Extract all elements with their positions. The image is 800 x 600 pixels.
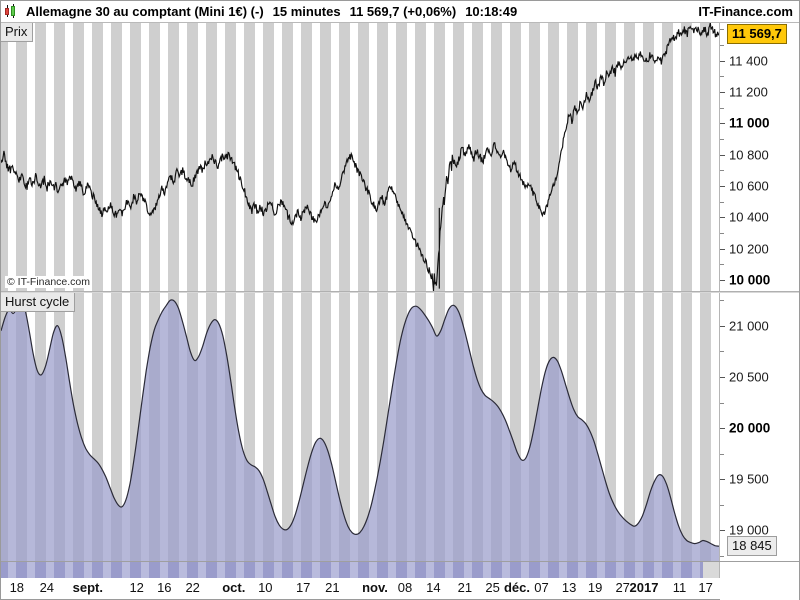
- axis-label: 10 800: [729, 147, 769, 163]
- session-bands: [1, 23, 719, 291]
- date-axis-label: 21: [457, 580, 473, 595]
- axis-label: 10 200: [729, 241, 769, 257]
- date-axis-label: 12: [129, 580, 144, 595]
- price-series: [1, 23, 719, 291]
- date-axis-label: 2017: [629, 580, 659, 595]
- hurst-series: [1, 293, 719, 561]
- date-axis-label: 17: [698, 580, 713, 595]
- hurst-panel-label[interactable]: Hurst cycle: [1, 293, 76, 312]
- date-axis-label: 21: [325, 580, 340, 595]
- price-y-axis[interactable]: 11 400 11 200 11 000 10 800 10 600 10 400 10 2…: [720, 23, 799, 291]
- last-price-label: 11 569,7 (+0,06%): [349, 3, 457, 19]
- date-axis-label: 17: [295, 580, 311, 595]
- clock-label: 10:18:49: [465, 3, 518, 19]
- hurst-y-axis[interactable]: 21 000 20 500 20 000 19 500 19 000 18 845: [720, 293, 799, 561]
- date-axis-label: nov.: [362, 580, 388, 595]
- axis-label: 20 500: [729, 369, 769, 385]
- instrument-name: Allemagne 30 au comptant (Mini 1€) (-): [26, 3, 264, 19]
- date-axis-label: 19: [587, 580, 603, 595]
- price-panel[interactable]: Prix © IT-Finance.com 11 400 11 200 11 000…: [1, 23, 799, 291]
- copyright-label: © IT-Finance.com: [5, 276, 93, 288]
- current-value-tag[interactable]: 18 845: [727, 536, 777, 557]
- date-axis-label: sept.: [72, 580, 103, 595]
- date-axis-label: 18: [9, 580, 25, 595]
- axis-label: 11 200: [729, 84, 768, 100]
- brand-label: IT-Finance.com: [698, 4, 793, 19]
- axis-label: 11 000: [729, 115, 770, 131]
- axis-corner: [720, 562, 799, 600]
- date-axis-label: oct.: [222, 580, 246, 595]
- date-axis[interactable]: 18 24 sept. 12 16 22 oct. 10 17 21 nov. 08 14 21 25 déc…: [1, 561, 799, 600]
- hurst-panel[interactable]: Hurst cycle 21 000 20 500 20 000 19 500 19 0…: [1, 293, 799, 561]
- title-bar: Allemagne 30 au comptant (Mini 1€) (-) 1…: [1, 1, 799, 23]
- date-band-strip: [1, 562, 720, 578]
- price-panel-label[interactable]: Prix: [1, 23, 34, 42]
- date-axis-label: 25: [485, 580, 500, 595]
- axis-label: 21 000: [729, 318, 769, 334]
- date-axis-label: 16: [157, 580, 172, 595]
- axis-label: 19 000: [729, 522, 769, 538]
- axis-label: 19 500: [729, 471, 769, 487]
- date-axis-label: 10: [258, 580, 273, 595]
- date-axis-label: 24: [39, 580, 55, 595]
- axis-label: 10 000: [729, 272, 771, 288]
- hurst-area-fill: [1, 299, 719, 561]
- date-axis-label: 08: [397, 580, 413, 595]
- date-axis-label: 07: [534, 580, 549, 595]
- chart-area[interactable]: Prix © IT-Finance.com 11 400 11 200 11 000…: [1, 23, 799, 600]
- current-value-tag[interactable]: 11 569,7: [727, 24, 787, 44]
- timeframe-label: 15 minutes: [272, 3, 341, 19]
- date-axis-label: 11: [672, 580, 687, 595]
- date-axis-label: déc.: [503, 580, 531, 595]
- axis-label: 11 400: [729, 53, 768, 69]
- panel-divider[interactable]: [1, 291, 799, 293]
- date-axis-label: 27: [615, 580, 630, 595]
- axis-label: 20 000: [729, 420, 771, 436]
- price-plot[interactable]: [1, 23, 720, 291]
- date-axis-label: 22: [185, 580, 200, 595]
- axis-label: 10 400: [729, 209, 769, 225]
- hurst-outline: [1, 300, 719, 546]
- axis-label: 10 600: [729, 178, 769, 194]
- date-axis-label: 13: [561, 580, 577, 595]
- date-axis-label: 14: [426, 580, 441, 595]
- price-line: [1, 23, 719, 291]
- hurst-plot[interactable]: [1, 293, 720, 561]
- candlestick-icon: [5, 4, 21, 19]
